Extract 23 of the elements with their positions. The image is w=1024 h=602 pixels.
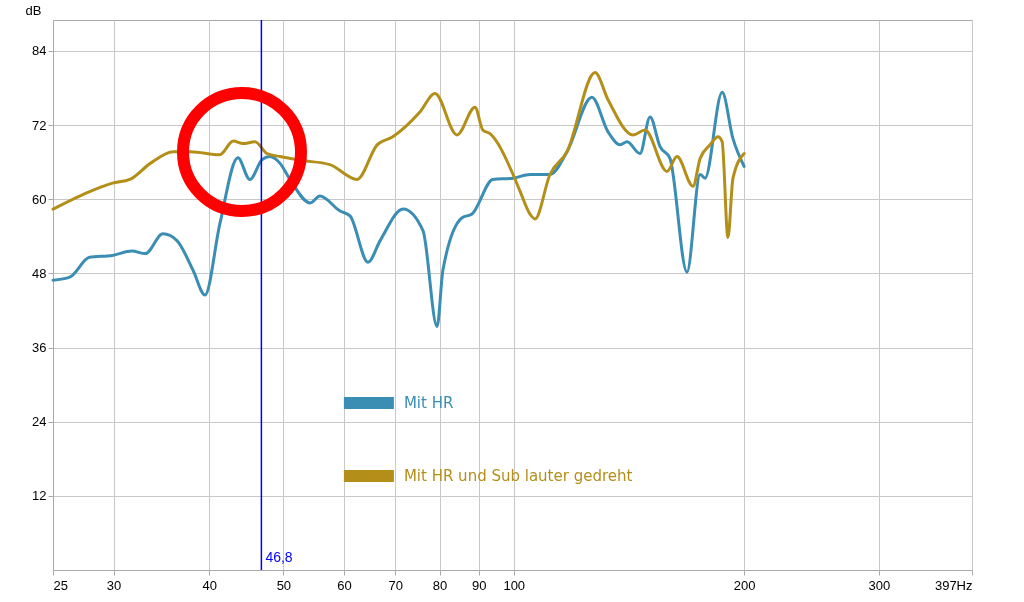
legend-label: Mit HR und Sub lauter gedreht [403, 467, 633, 485]
x-tick-label: 80 [432, 577, 448, 593]
x-tick-label: 60 [337, 577, 352, 593]
y-tick-label: 72 [32, 117, 47, 133]
x-tick-label: 40 [202, 577, 217, 593]
ref-line-label: 46,8 [265, 549, 293, 565]
y-tick-label: 84 [32, 43, 47, 59]
x-tick-label: 397Hz [934, 577, 973, 593]
legend-label: Mit HR [403, 394, 454, 412]
y-tick-label: 60 [32, 191, 47, 207]
x-tick-label: 90 [472, 577, 487, 593]
x-tick-label: 200 [733, 577, 756, 593]
x-tick-label: 30 [106, 577, 122, 593]
y-tick-label: 36 [32, 340, 47, 356]
y-axis-title: dB [25, 2, 42, 18]
x-tick-label: 100 [503, 577, 526, 593]
y-tick-label: 12 [32, 488, 47, 504]
x-tick-label: 25 [53, 577, 68, 593]
y-tick-label: 24 [32, 414, 47, 430]
x-tick-label: 300 [868, 577, 891, 593]
y-tick-label: 48 [32, 265, 47, 281]
x-tick-label: 70 [388, 577, 403, 593]
x-tick-label: 50 [276, 577, 292, 593]
